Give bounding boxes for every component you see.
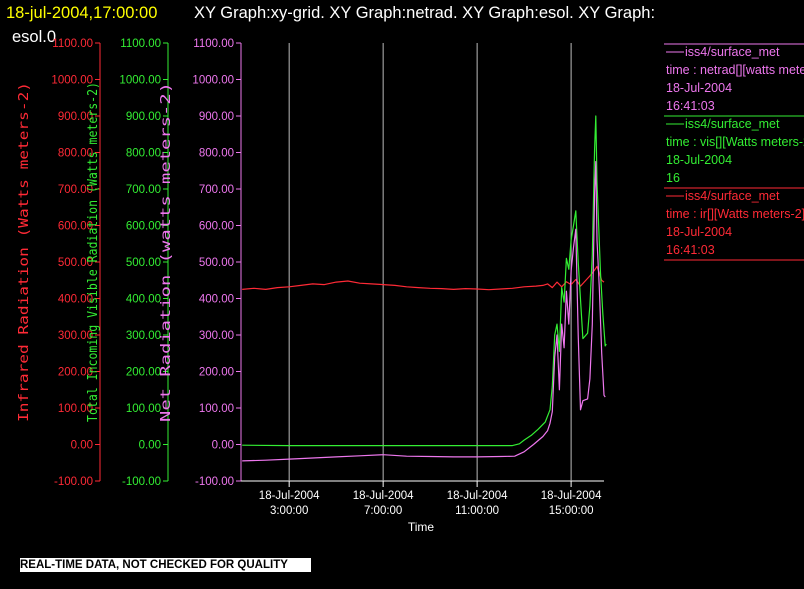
y-tick-label-ir: 1100.00 [52, 38, 93, 50]
series-line-net [242, 161, 606, 462]
legend-date: 18-Jul-2004 [666, 81, 732, 95]
y-axis-net: -100.00 0.00 100.00 200.00 300.00 400.00 500.0… [159, 38, 242, 488]
x-tick-label-date: 18-Jul-2004 [541, 490, 602, 502]
y-tick-label-net: 900.00 [199, 111, 234, 123]
y-tick-label-ir: 400.00 [58, 294, 93, 306]
y-tick-label-ir: 300.00 [58, 330, 93, 342]
legend-source: iss4/surface_met [685, 117, 780, 131]
gridlines [288, 43, 572, 481]
y-axis-label-net: Net Radiation (watts meters-2) [159, 82, 174, 422]
y-tick-label-vis: -100.00 [122, 476, 161, 488]
legend-source: iss4/surface_met [685, 45, 780, 59]
y-axis-label-vis: Total Incoming Visible Radiation (Watts … [86, 82, 101, 422]
y-tick-label-ir: 500.00 [58, 257, 93, 269]
legend-time: 16:41:03 [666, 99, 715, 113]
x-tick-label-time: 15:00:00 [549, 505, 594, 517]
y-tick-label-net: 200.00 [199, 367, 234, 379]
x-axis-label: Time [408, 520, 435, 534]
y-tick-label-vis: 100.00 [126, 403, 161, 415]
data-series [242, 115, 607, 462]
y-tick-label-vis: 0.00 [139, 440, 161, 452]
y-tick-label-net: 700.00 [199, 184, 234, 196]
y-tick-label-net: -100.00 [195, 476, 234, 488]
y-tick-label-vis: 900.00 [126, 111, 161, 123]
legend-date: 18-Jul-2004 [666, 153, 732, 167]
series-line-vis [242, 115, 607, 447]
legend-variable: time : netrad[][watts meters-2] [666, 63, 804, 77]
legend-variable: time : vis[][Watts meters-2] [666, 135, 804, 149]
header-datetime: 18-jul-2004,17:00:00 [6, 4, 157, 22]
y-tick-label-net: 800.00 [199, 148, 234, 160]
y-tick-label-net: 500.00 [199, 257, 234, 269]
legend-variable: time : ir[][Watts meters-2] [666, 207, 804, 221]
y-tick-label-net: 1000.00 [192, 75, 234, 87]
legend-time: 16 [666, 171, 680, 185]
y-tick-label-ir: 900.00 [58, 111, 93, 123]
quality-warning: REAL-TIME DATA, NOT CHECKED FOR QUALITY [20, 558, 311, 572]
legend-time: 16:41:03 [666, 243, 715, 257]
y-tick-label-ir: 700.00 [58, 184, 93, 196]
y-tick-label-net: 100.00 [199, 403, 234, 415]
y-tick-label-vis: 1100.00 [120, 38, 161, 50]
header-graph-list: XY Graph:xy-grid. XY Graph:netrad. XY Gr… [194, 4, 655, 22]
y-tick-label-ir: -100.00 [54, 476, 93, 488]
x-axis: 18-Jul-2004 3:00:00 18-Jul-2004 7:00:00 18-J… [241, 480, 604, 534]
y-tick-label-ir: 1000.00 [51, 75, 93, 87]
y-tick-label-net: 600.00 [199, 221, 234, 233]
y-tick-label-ir: 200.00 [58, 367, 93, 379]
y-tick-label-vis: 1000.00 [119, 75, 161, 87]
y-tick-label-ir: 800.00 [58, 148, 93, 160]
y-tick-label-vis: 600.00 [126, 221, 161, 233]
y-tick-label-net: 1100.00 [193, 38, 234, 50]
x-tick-label-time: 11:00:00 [455, 505, 499, 517]
x-tick-label-time: 3:00:00 [270, 505, 308, 517]
x-tick-label-date: 18-Jul-2004 [259, 490, 320, 502]
legend-source: iss4/surface_met [685, 189, 780, 203]
y-tick-label-vis: 700.00 [126, 184, 161, 196]
y-tick-label-net: 300.00 [199, 330, 234, 342]
y-tick-label-vis: 300.00 [126, 330, 161, 342]
y-axis-ir: -100.00 0.00 100.00 200.00 300.00 400.00 500.0… [17, 38, 101, 488]
x-tick-label-time: 7:00:00 [364, 505, 402, 517]
y-tick-label-net: 0.00 [212, 440, 234, 452]
y-tick-label-vis: 400.00 [126, 294, 161, 306]
y-tick-label-vis: 200.00 [126, 367, 161, 379]
legend-date: 18-Jul-2004 [666, 225, 732, 239]
series-line-ir [242, 265, 605, 291]
y-tick-label-net: 400.00 [199, 294, 234, 306]
y-axis-label-ir: Infrared Radiation (Watts meters-2) [17, 82, 32, 422]
x-tick-label-date: 18-Jul-2004 [353, 490, 414, 502]
y-axis-vis: -100.00 0.00 100.00 200.00 300.00 400.00 500.0… [86, 38, 169, 488]
y-tick-label-ir: 0.00 [71, 440, 93, 452]
x-tick-label-date: 18-Jul-2004 [447, 490, 508, 502]
y-axes: -100.00 0.00 100.00 200.00 300.00 400.00 500.0… [17, 38, 242, 488]
y-tick-label-ir: 600.00 [58, 221, 93, 233]
y-tick-label-vis: 500.00 [126, 257, 161, 269]
y-tick-label-vis: 800.00 [126, 148, 161, 160]
y-tick-label-ir: 100.00 [58, 403, 93, 415]
header-graph-list-continued: esol.0 [12, 28, 56, 46]
